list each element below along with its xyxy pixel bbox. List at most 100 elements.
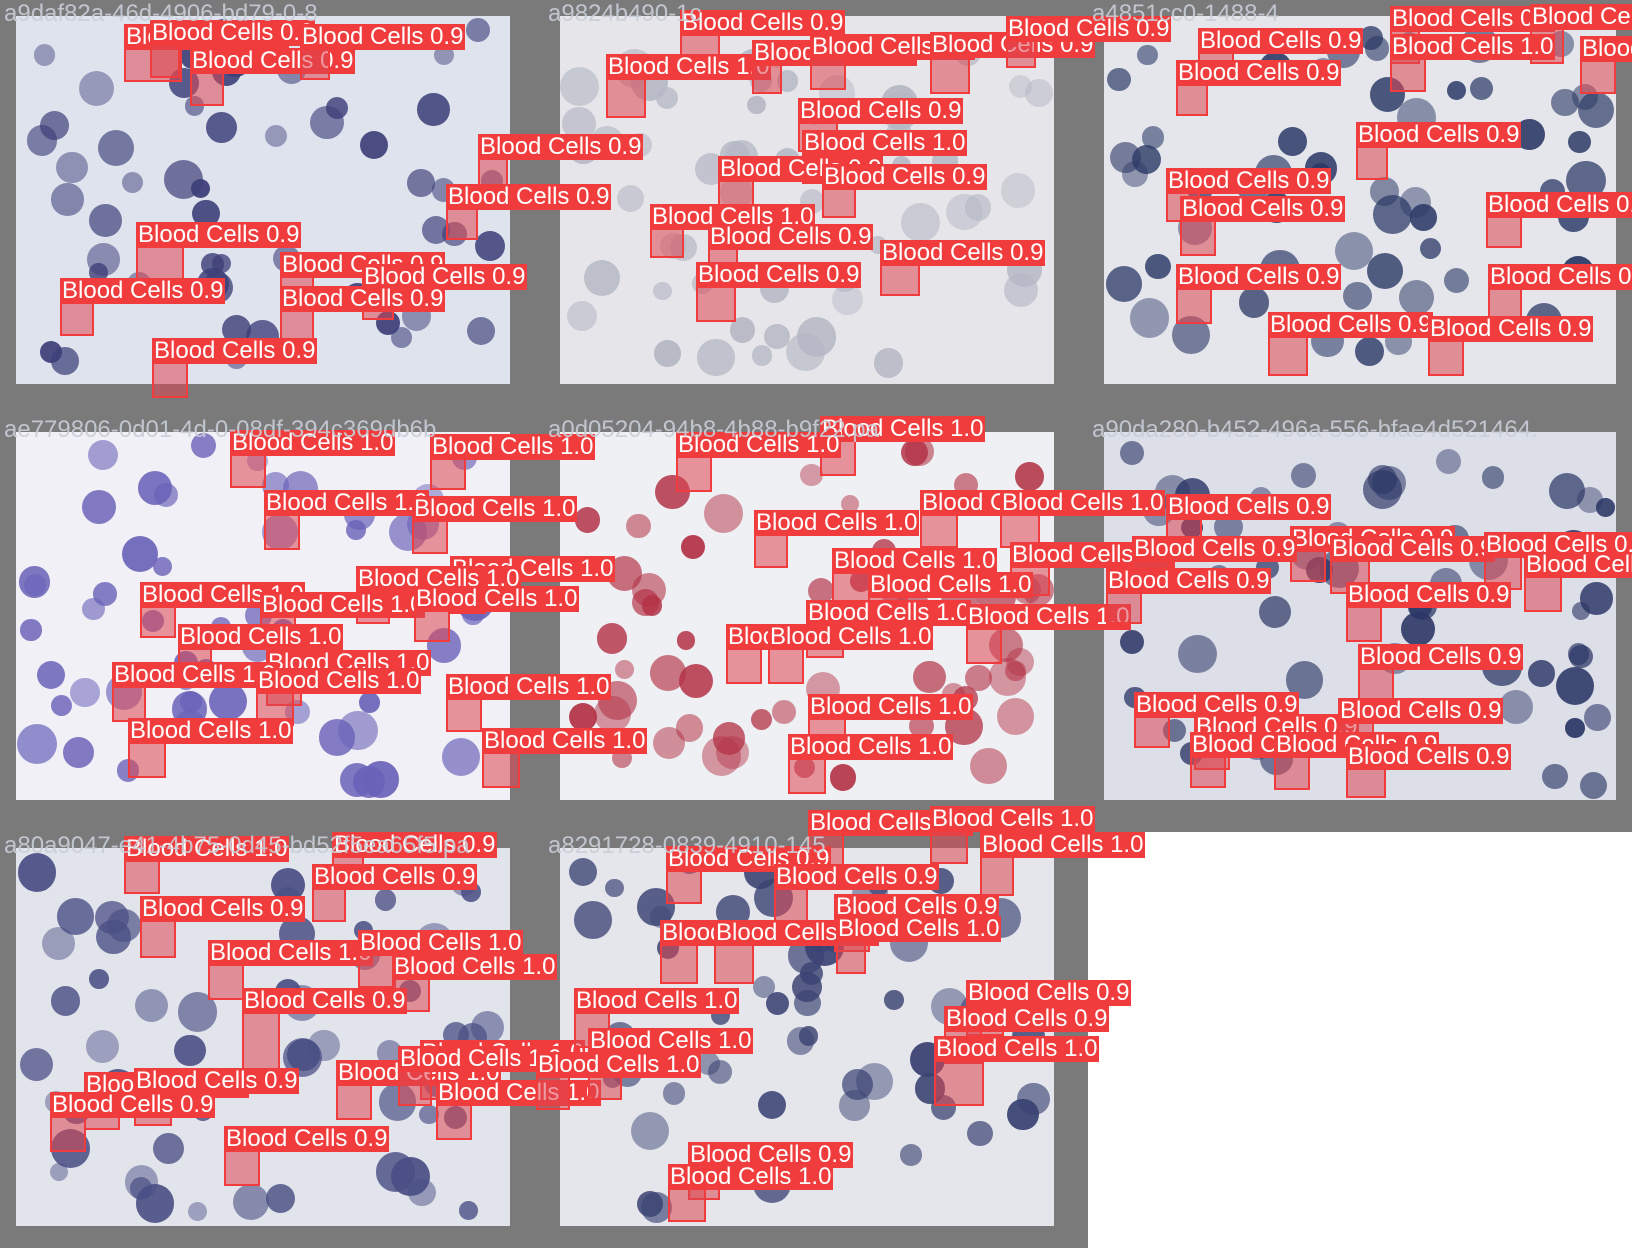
cell-shape xyxy=(1107,68,1131,92)
cell-shape xyxy=(1286,661,1323,698)
cell-shape xyxy=(1145,254,1171,280)
cell-shape xyxy=(868,875,889,896)
cell-shape xyxy=(1006,648,1034,676)
cell-shape xyxy=(79,71,114,106)
microscopy-image xyxy=(560,16,1054,384)
cell-shape xyxy=(209,683,247,721)
cell-shape xyxy=(51,183,83,215)
cell-shape xyxy=(747,96,766,115)
cell-shape xyxy=(750,69,772,91)
cell-shape xyxy=(467,317,495,345)
cell-shape xyxy=(417,93,450,126)
cell-shape xyxy=(117,759,139,781)
cell-shape xyxy=(211,617,231,637)
cell-shape xyxy=(830,764,856,790)
cell-shape xyxy=(653,282,672,301)
cell-shape xyxy=(604,1022,636,1054)
cell-shape xyxy=(1163,719,1186,742)
cell-shape xyxy=(656,87,679,110)
cell-shape xyxy=(697,339,734,376)
cell-shape xyxy=(169,68,199,98)
cell-shape xyxy=(407,169,435,197)
cell-shape xyxy=(900,1144,921,1165)
cell-shape xyxy=(562,107,596,141)
cell-shape xyxy=(1129,538,1160,569)
cell-shape xyxy=(751,709,772,730)
cell-shape xyxy=(808,578,834,604)
cell-shape xyxy=(839,1090,869,1120)
cell-shape xyxy=(176,670,196,690)
cell-shape xyxy=(174,1035,206,1067)
cell-shape xyxy=(884,990,904,1010)
cell-shape xyxy=(681,535,705,559)
cell-shape xyxy=(655,475,690,510)
cell-shape xyxy=(613,1058,641,1086)
cell-shape xyxy=(191,179,210,198)
cell-shape xyxy=(1320,549,1359,588)
cell-shape xyxy=(965,194,991,220)
cell-shape xyxy=(1548,31,1574,57)
cell-shape xyxy=(247,451,268,472)
cell-shape xyxy=(20,619,41,640)
cell-shape xyxy=(819,75,855,111)
microscopy-image xyxy=(560,848,1054,1226)
cell-shape xyxy=(1441,525,1468,552)
cell-shape xyxy=(399,980,421,1002)
cell-shape xyxy=(70,678,100,708)
tile-filename: a80a9047-e41-4b75-0d45-bd52f5ea65f5.pa xyxy=(4,832,470,860)
cell-shape xyxy=(886,121,912,147)
cell-shape xyxy=(786,333,825,372)
cell-shape xyxy=(1554,530,1594,570)
cell-shape xyxy=(965,665,991,691)
cell-shape xyxy=(909,714,934,739)
cell-shape xyxy=(242,630,274,662)
microscopy-image xyxy=(1104,432,1616,800)
cell-shape xyxy=(1385,328,1412,355)
cell-shape xyxy=(250,28,289,67)
cell-shape xyxy=(1444,268,1469,293)
cell-shape xyxy=(412,484,445,517)
cell-shape xyxy=(782,860,809,887)
cell-shape xyxy=(1410,204,1437,231)
cell-shape xyxy=(794,757,815,778)
cell-shape xyxy=(262,472,289,499)
cell-shape xyxy=(772,700,796,724)
cell-shape xyxy=(1311,325,1343,357)
cell-shape xyxy=(1124,687,1146,709)
cell-shape xyxy=(82,598,104,620)
cell-shape xyxy=(1172,316,1210,354)
tile-8: a8291728-0839-4910-145 xyxy=(544,832,1088,1248)
cell-shape xyxy=(293,665,322,694)
cell-shape xyxy=(660,233,687,260)
tile-filename: a4851cc0-1488-4 xyxy=(1092,0,1279,28)
cell-shape xyxy=(1327,35,1360,68)
cell-shape xyxy=(676,714,703,741)
cell-shape xyxy=(1355,737,1384,766)
cell-shape xyxy=(766,992,789,1015)
cell-shape xyxy=(967,1121,992,1146)
cell-shape xyxy=(391,327,412,348)
cell-shape xyxy=(893,592,931,630)
cell-shape xyxy=(1208,565,1230,587)
cell-shape xyxy=(195,1071,215,1091)
cell-shape xyxy=(1187,176,1213,202)
cell-shape xyxy=(569,858,597,886)
cell-shape xyxy=(122,172,143,193)
microscopy-image xyxy=(560,432,1054,800)
cell-shape xyxy=(560,67,599,106)
cell-shape xyxy=(1239,287,1270,318)
cell-shape xyxy=(777,70,799,92)
cell-shape xyxy=(1214,513,1243,542)
cell-shape xyxy=(56,152,88,184)
cell-shape xyxy=(1260,742,1292,774)
cell-shape xyxy=(34,44,56,66)
tile-filename: ae779806-0d01-4d-0-08df-394c369db6b xyxy=(4,416,436,444)
cell-shape xyxy=(326,97,348,119)
cell-shape xyxy=(276,887,300,911)
cell-shape xyxy=(195,659,217,681)
cell-shape xyxy=(1568,131,1590,153)
cell-shape xyxy=(1368,465,1397,494)
cell-shape xyxy=(1370,177,1399,206)
cell-shape xyxy=(1566,161,1605,200)
cell-shape xyxy=(637,888,675,926)
